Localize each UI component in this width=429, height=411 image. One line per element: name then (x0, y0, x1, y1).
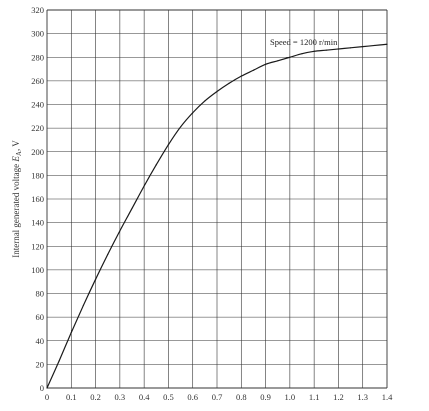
x-tick-label: 0.9 (260, 392, 271, 402)
y-tick-label: 0 (40, 383, 44, 393)
data-point (264, 63, 267, 65)
y-tick-label: 20 (36, 359, 45, 369)
data-point (94, 278, 97, 280)
x-tick-label: 0 (45, 392, 49, 402)
y-tick-label: 200 (31, 147, 44, 157)
data-point (143, 185, 145, 187)
x-tick-label: 0.6 (187, 392, 198, 402)
data-point (252, 69, 255, 71)
y-tick-label: 240 (31, 100, 44, 110)
y-tick-label: 160 (31, 194, 44, 204)
data-point (155, 164, 157, 166)
data-point (119, 230, 121, 232)
data-point (337, 48, 340, 50)
data-point (82, 304, 85, 306)
x-tick-label: 1.1 (309, 392, 320, 402)
y-tick-label: 140 (31, 218, 44, 228)
data-point (216, 90, 218, 93)
data-point (107, 253, 109, 256)
x-tick-label: 1.3 (357, 392, 368, 402)
y-axis-label: Internal generated voltage EA, V (11, 140, 23, 258)
x-tick-label: 1.4 (382, 392, 393, 402)
data-point (204, 100, 206, 102)
data-point (374, 44, 376, 47)
data-point (301, 53, 303, 55)
y-tick-label: 120 (31, 241, 44, 251)
y-tick-labels: 0 20 40 60 80 100 120 140 160 180 200 220 240 260 280 3… (31, 5, 44, 393)
speed-annotation: Speed = 1200 r/min (270, 37, 338, 47)
data-point (289, 56, 291, 58)
x-tick-label: 0.1 (66, 392, 77, 402)
y-tick-label: 100 (31, 265, 44, 275)
data-point (58, 360, 60, 362)
data-point (386, 43, 388, 45)
x-tick-label: 0.8 (236, 392, 247, 402)
y-tick-label: 300 (31, 29, 44, 39)
data-point (313, 50, 315, 52)
data-point (192, 112, 194, 114)
x-tick-label: 0.7 (212, 392, 223, 402)
data-point (179, 126, 182, 128)
data-point (240, 75, 242, 77)
y-tick-label: 60 (36, 312, 45, 322)
data-point (349, 47, 352, 49)
x-tick-label: 0.2 (90, 392, 101, 402)
data-point (325, 49, 327, 51)
y-tick-label: 260 (31, 76, 44, 86)
data-point (70, 331, 72, 334)
y-tick-label: 80 (36, 289, 45, 299)
x-tick-label: 1.0 (285, 392, 296, 402)
data-point (167, 144, 170, 146)
data-point (131, 207, 133, 210)
x-tick-label: 0.4 (139, 392, 150, 402)
data-point (46, 387, 48, 389)
data-point (228, 82, 230, 84)
x-tick-label: 0.3 (115, 392, 126, 402)
y-tick-label: 180 (31, 170, 44, 180)
x-tick-label: 0.5 (163, 392, 174, 402)
series-points (46, 43, 388, 389)
data-point (277, 60, 279, 62)
x-tick-label: 1.2 (333, 392, 344, 402)
data-point (362, 46, 364, 48)
grid (46, 9, 388, 389)
y-tick-label: 320 (31, 5, 44, 15)
y-tick-label: 40 (36, 336, 45, 346)
x-tick-labels: 0 0.1 0.2 0.3 0.4 0.5 0.6 0.7 0.8 0.9 1.0 1.1 1.2 1.3… (45, 392, 393, 402)
y-tick-label: 280 (31, 52, 44, 62)
y-tick-label: 220 (31, 123, 44, 133)
